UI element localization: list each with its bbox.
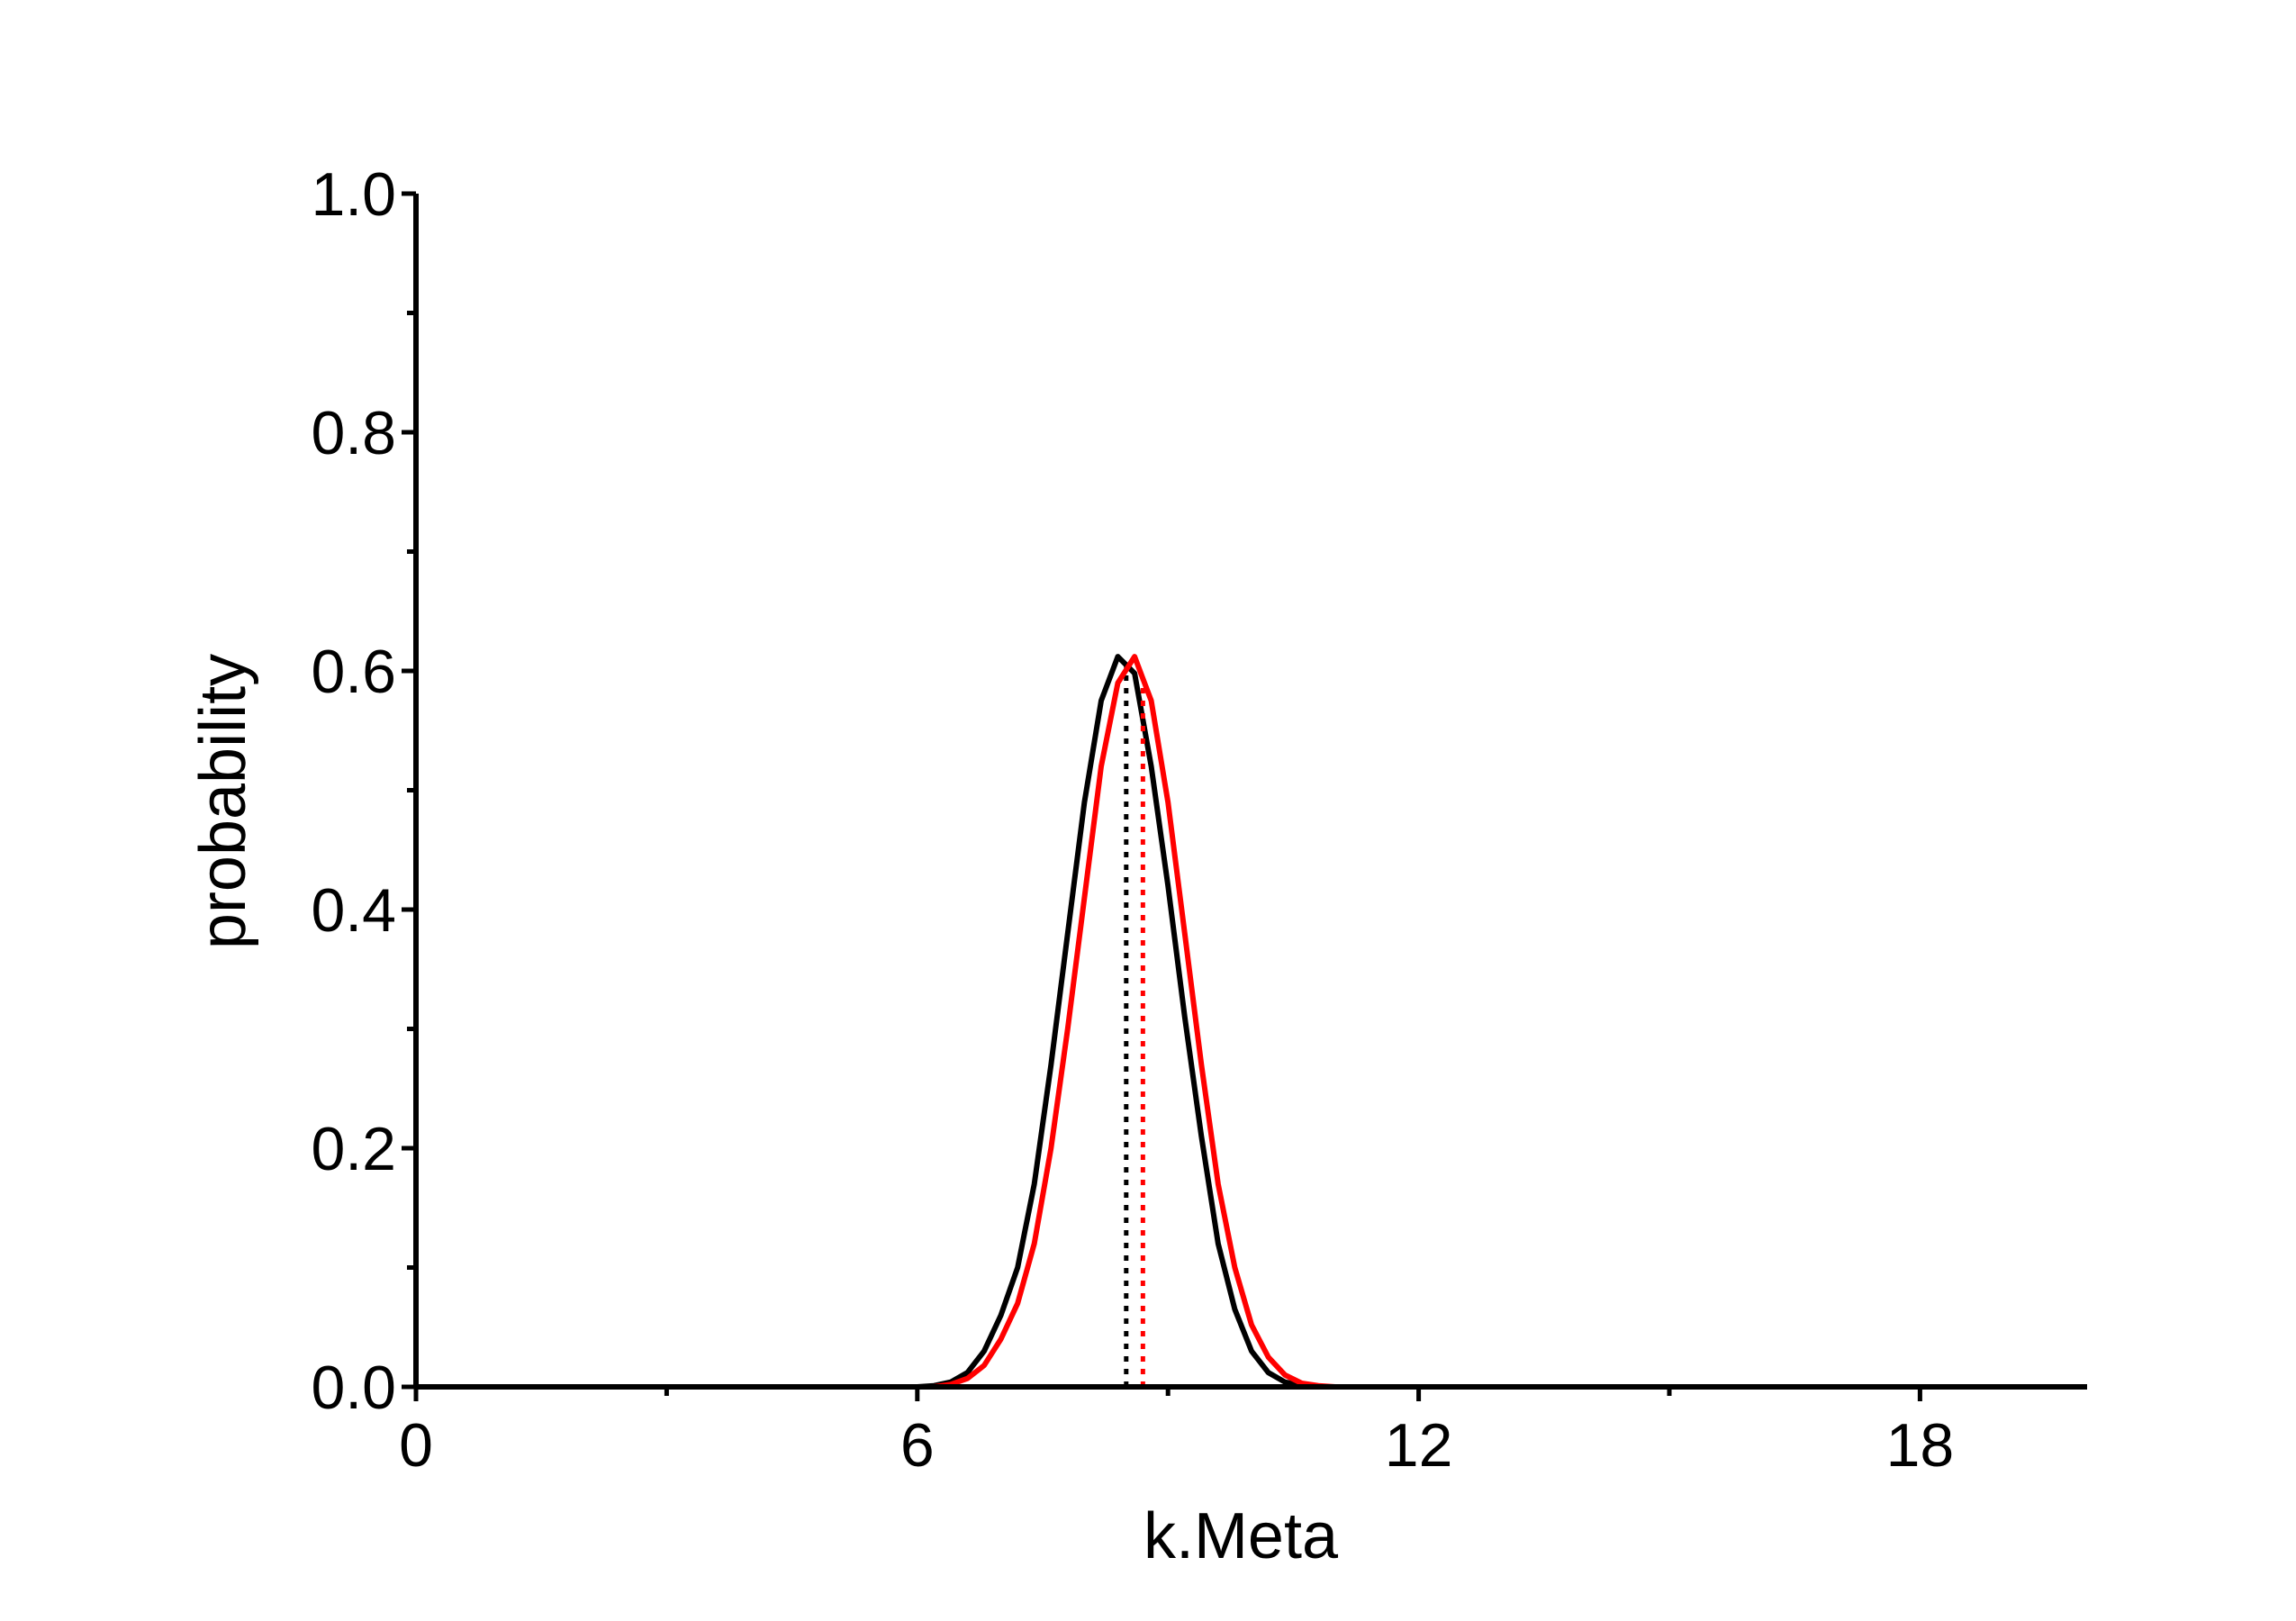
y-tick-label: 0.8 xyxy=(311,399,396,467)
x-tick-label: 0 xyxy=(399,1411,433,1480)
x-axis-label: k.Meta xyxy=(1143,1500,1339,1572)
y-tick-label: 1.0 xyxy=(311,160,396,229)
series-line-1 xyxy=(917,654,2087,1390)
y-tick-label: 0.2 xyxy=(311,1115,396,1183)
x-tick-label: 12 xyxy=(1385,1411,1453,1480)
axes xyxy=(413,194,2087,1390)
x-tick-label: 6 xyxy=(900,1411,935,1480)
y-tick-label: 0.4 xyxy=(311,876,396,945)
y-tick-label: 0.6 xyxy=(311,638,396,706)
ticks: 0 6 12 18 0.0 0.2 0.4 0.6 0.8 1.0 xyxy=(311,160,1954,1480)
y-axis-label: probability xyxy=(187,654,259,949)
y-tick-label: 0.0 xyxy=(311,1354,396,1422)
x-tick-label: 18 xyxy=(1886,1411,1955,1480)
plot-lines xyxy=(917,654,2087,1390)
